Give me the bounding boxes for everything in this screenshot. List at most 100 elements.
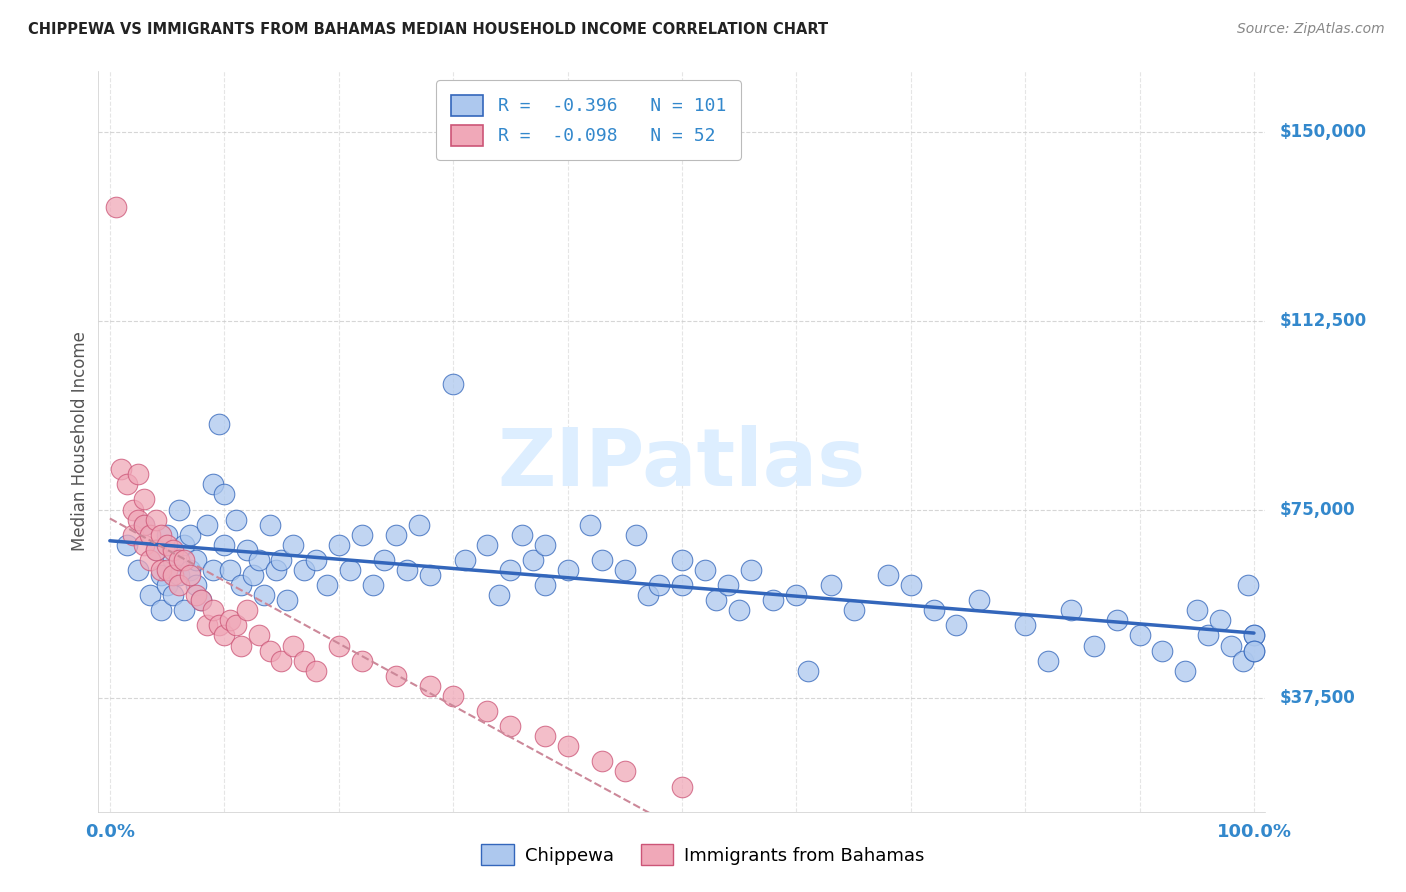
Point <box>419 679 441 693</box>
Point <box>671 780 693 794</box>
Point <box>121 527 143 541</box>
Point <box>820 578 842 592</box>
Point <box>1197 628 1219 642</box>
Point <box>339 563 361 577</box>
Point <box>842 603 865 617</box>
Point <box>945 618 967 632</box>
Point <box>477 538 499 552</box>
Point <box>162 588 184 602</box>
Point <box>1060 603 1083 617</box>
Point <box>270 654 292 668</box>
Point <box>162 542 184 557</box>
Point <box>591 553 613 567</box>
Point <box>156 578 179 592</box>
Point <box>127 467 149 482</box>
Point <box>195 517 218 532</box>
Point <box>533 578 555 592</box>
Point <box>693 563 716 577</box>
Point <box>179 568 201 582</box>
Point <box>214 487 236 501</box>
Point <box>145 542 167 557</box>
Text: $75,000: $75,000 <box>1279 500 1355 518</box>
Point <box>1220 639 1243 653</box>
Point <box>184 588 207 602</box>
Point <box>179 563 201 577</box>
Point <box>305 553 328 567</box>
Point <box>499 719 522 733</box>
Point <box>557 739 579 754</box>
Point <box>876 568 898 582</box>
Point <box>797 664 820 678</box>
Point <box>145 542 167 557</box>
Legend: R =  -0.396   N = 101, R =  -0.098   N = 52: R = -0.396 N = 101, R = -0.098 N = 52 <box>436 80 741 160</box>
Point <box>350 527 373 541</box>
Point <box>201 563 224 577</box>
Point <box>173 553 195 567</box>
Point <box>1083 639 1105 653</box>
Point <box>969 593 991 607</box>
Point <box>1243 628 1265 642</box>
Point <box>1243 628 1265 642</box>
Point <box>195 618 218 632</box>
Point <box>156 527 179 541</box>
Point <box>453 553 475 567</box>
Point <box>499 563 522 577</box>
Point <box>1105 613 1128 627</box>
Point <box>510 527 533 541</box>
Point <box>190 593 212 607</box>
Point <box>1152 643 1174 657</box>
Point <box>247 553 270 567</box>
Text: ZIPatlas: ZIPatlas <box>498 425 866 503</box>
Point <box>150 603 173 617</box>
Point <box>361 578 384 592</box>
Point <box>740 563 762 577</box>
Point <box>173 603 195 617</box>
Point <box>648 578 671 592</box>
Point <box>115 477 138 491</box>
Point <box>231 639 253 653</box>
Point <box>139 553 162 567</box>
Point <box>134 492 156 507</box>
Point <box>591 755 613 769</box>
Point <box>328 538 350 552</box>
Point <box>225 618 247 632</box>
Point <box>1232 654 1254 668</box>
Point <box>253 588 276 602</box>
Point <box>264 563 287 577</box>
Point <box>104 200 127 214</box>
Text: $150,000: $150,000 <box>1279 123 1367 141</box>
Point <box>350 654 373 668</box>
Point <box>207 618 229 632</box>
Point <box>276 593 298 607</box>
Point <box>1036 654 1059 668</box>
Point <box>207 417 229 431</box>
Point <box>121 502 143 516</box>
Point <box>150 527 173 541</box>
Point <box>1128 628 1150 642</box>
Point <box>1014 618 1036 632</box>
Point <box>613 563 636 577</box>
Point <box>179 527 201 541</box>
Point <box>533 729 555 743</box>
Point <box>900 578 922 592</box>
Point <box>156 538 179 552</box>
Point <box>316 578 339 592</box>
Point <box>162 553 184 567</box>
Point <box>225 513 247 527</box>
Point <box>219 563 242 577</box>
Point <box>292 563 315 577</box>
Point <box>201 477 224 491</box>
Point <box>292 654 315 668</box>
Point <box>115 538 138 552</box>
Text: CHIPPEWA VS IMMIGRANTS FROM BAHAMAS MEDIAN HOUSEHOLD INCOME CORRELATION CHART: CHIPPEWA VS IMMIGRANTS FROM BAHAMAS MEDI… <box>28 22 828 37</box>
Point <box>477 704 499 718</box>
Point <box>1237 578 1260 592</box>
Point <box>190 593 212 607</box>
Point <box>167 568 190 582</box>
Point <box>441 376 464 391</box>
Point <box>281 639 304 653</box>
Point <box>259 643 281 657</box>
Point <box>408 517 430 532</box>
Point <box>110 462 132 476</box>
Point <box>1185 603 1208 617</box>
